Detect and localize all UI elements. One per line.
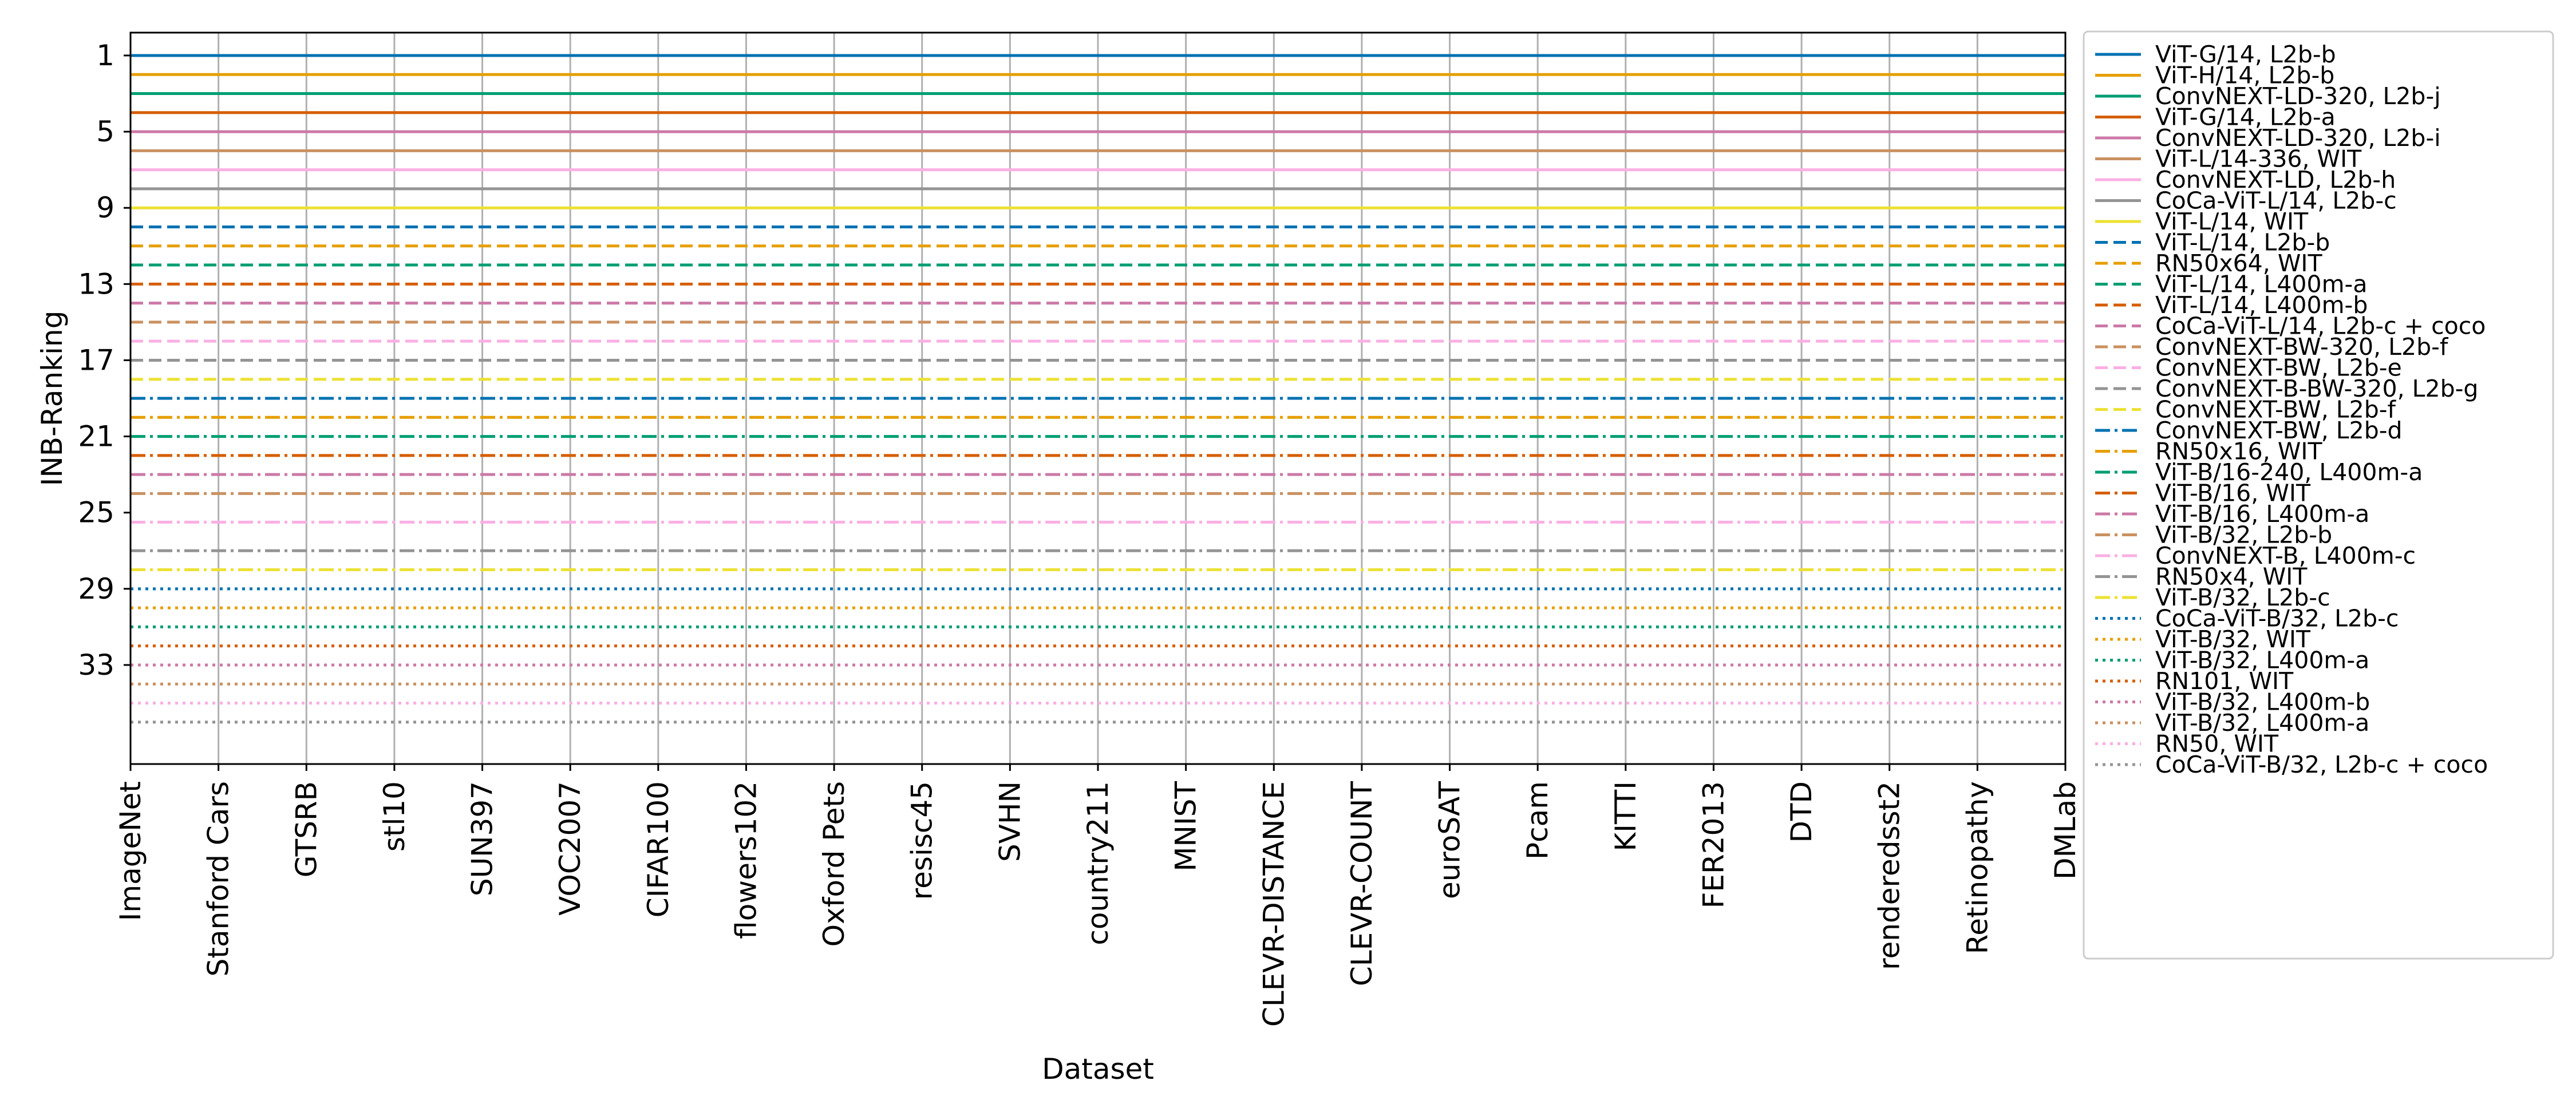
y-tick-label: 21 (78, 420, 114, 453)
legend-entry-label: RN50x4, WIT (2155, 563, 2308, 591)
legend-entry-label: ViT-L/14, L400m-a (2155, 271, 2367, 298)
y-tick-label: 33 (78, 648, 114, 682)
legend-entry-label: ConvNEXT-B, L400m-c (2155, 542, 2416, 569)
legend-entry-label: ViT-B/32, L400m-a (2155, 647, 2369, 674)
x-tick-label: Pcam (1521, 781, 1554, 860)
x-tick-label: GTSRB (290, 781, 323, 877)
x-axis: ImageNet Stanford Cars GTSRB stl10 SUN397 VOC… (114, 764, 2082, 1027)
y-tick-label: 17 (78, 343, 114, 377)
legend-entry-label: ViT-B/16-240, L400m-a (2155, 458, 2423, 486)
legend-entry-label: ViT-B/32, L2b-c (2155, 584, 2330, 611)
legend-entry-label: ConvNEXT-BW, L2b-f (2155, 396, 2397, 424)
legend-entry-label: ViT-B/16, L400m-a (2155, 500, 2369, 528)
legend-entry-label: ViT-L/14, WIT (2155, 208, 2309, 235)
legend-entry-label: RN50, WIT (2155, 730, 2279, 758)
legend-entry-label: ViT-L/14-336, WIT (2155, 145, 2362, 173)
x-tick-label: ImageNet (114, 781, 147, 921)
legend-entry-label: CoCa-ViT-L/14, L2b-c + coco (2155, 312, 2486, 340)
x-tick-label: country211 (1081, 781, 1115, 945)
legend-entry-label: RN50x64, WIT (2155, 250, 2322, 277)
y-tick-label: 25 (78, 496, 114, 529)
legend-entry-label: ViT-G/14, L2b-a (2155, 104, 2336, 131)
legend-entry-label: ViT-L/14, L400m-b (2155, 291, 2368, 319)
legend-entry-label: ViT-B/32, L2b-b (2155, 521, 2332, 549)
y-axis-label: INB-Ranking (35, 311, 69, 486)
x-tick-label: Oxford Pets (817, 781, 851, 947)
x-tick-label: CLEVR-COUNT (1345, 781, 1378, 987)
legend-entry-label: CoCa-ViT-B/32, L2b-c + coco (2155, 751, 2488, 778)
x-tick-label: DMLab (2049, 781, 2082, 880)
x-axis-label: Dataset (1042, 1052, 1154, 1086)
legend-entry-label: ConvNEXT-LD, L2b-h (2155, 166, 2396, 193)
legend-entry-label: ViT-B/32, L400m-a (2155, 709, 2369, 737)
x-tick-label: KITTI (1609, 781, 1642, 852)
legend-entry-label: ConvNEXT-LD-320, L2b-j (2155, 82, 2441, 110)
legend-entry-label: ViT-L/14, L2b-b (2155, 229, 2330, 256)
y-tick-label: 29 (78, 572, 114, 606)
series-layer (131, 54, 2065, 724)
x-tick-label: Retinopathy (1961, 781, 1994, 954)
x-tick-label: SVHN (993, 781, 1026, 862)
x-tick-label: Stanford Cars (202, 781, 235, 976)
x-tick-label: stl10 (378, 781, 411, 852)
y-tick-label: 9 (96, 191, 114, 224)
legend-entry-label: ViT-B/32, WIT (2155, 626, 2311, 653)
legend-entry-label: CoCa-ViT-B/32, L2b-c (2155, 605, 2399, 632)
legend-entry-label: ViT-B/16, WIT (2155, 480, 2311, 507)
x-tick-label: euroSAT (1433, 781, 1467, 899)
x-tick-label: CLEVR-DISTANCE (1257, 781, 1290, 1027)
legend-frame (2083, 30, 2554, 960)
y-tick-label: 1 (96, 39, 114, 72)
x-tick-label: FER2013 (1697, 781, 1730, 908)
legend-entry-label: RN101, WIT (2155, 667, 2294, 695)
legend-entry-label: RN50x16, WIT (2155, 438, 2322, 465)
x-tick-label: MNIST (1170, 781, 1203, 872)
x-tick-label: flowers102 (729, 781, 762, 939)
legend-entry-label: ConvNEXT-BW, L2b-d (2155, 417, 2403, 444)
x-tick-label: renderedsst2 (1873, 781, 1906, 970)
x-tick-label: resisc45 (906, 781, 939, 900)
legend-entry-label: ViT-G/14, L2b-b (2155, 41, 2336, 68)
x-tick-label: CIFAR100 (642, 781, 675, 917)
legend-entry-label: ConvNEXT-B-BW-320, L2b-g (2155, 375, 2478, 402)
legend-entry-label: ViT-H/14, L2b-b (2155, 62, 2334, 89)
y-tick-label: 5 (96, 115, 114, 148)
legend-entry-label: CoCa-ViT-L/14, L2b-c (2155, 187, 2397, 215)
x-tick-label: VOC2007 (554, 781, 587, 916)
y-axis: 1 5 9 13 17 21 25 29 33 (78, 39, 131, 682)
legend-entry-label: ConvNEXT-BW, L2b-e (2155, 354, 2402, 382)
legend-entry-label: ViT-B/32, L400m-b (2155, 688, 2370, 716)
legend-entry-label: ConvNEXT-LD-320, L2b-i (2155, 124, 2441, 152)
legend-entry-label: ConvNEXT-BW-320, L2b-f (2155, 333, 2449, 361)
x-tick-label: DTD (1785, 781, 1818, 843)
x-tick-label: SUN397 (466, 781, 499, 896)
y-tick-label: 13 (78, 267, 114, 300)
